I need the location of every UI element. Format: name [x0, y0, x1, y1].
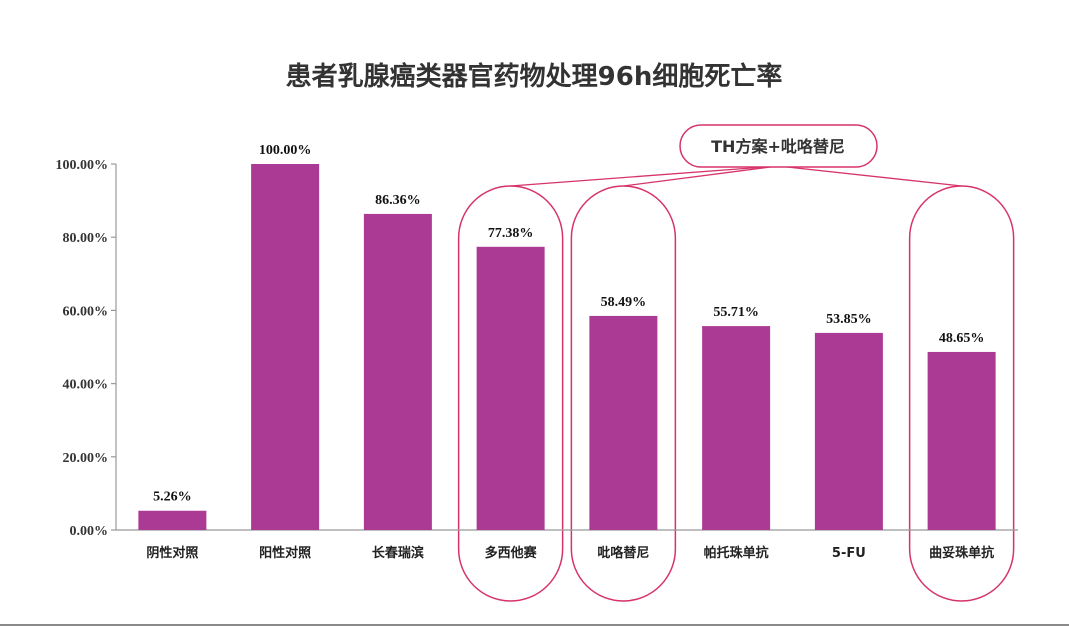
bottom-divider [0, 624, 1069, 626]
highlight-oval [570, 185, 677, 602]
data-label: 77.38% [488, 226, 534, 241]
x-tick-label: 5-FU [832, 546, 866, 561]
x-tick-label: 多西他赛 [485, 545, 538, 561]
y-tick-label: 20.00% [63, 451, 109, 466]
bar [138, 510, 207, 530]
annotation-connector [777, 165, 962, 187]
bar [927, 351, 996, 530]
annotation-connector [510, 165, 779, 187]
x-tick-label: 吡咯替尼 [597, 545, 649, 561]
highlight-oval [908, 185, 1015, 602]
y-tick-label: 0.00% [70, 524, 109, 539]
x-tick-label: 曲妥珠单抗 [929, 545, 994, 561]
x-tick-label: 阴性对照 [146, 545, 198, 561]
data-label: 53.85% [826, 312, 872, 327]
bar [363, 213, 432, 530]
highlight-oval [457, 185, 564, 602]
bar [814, 332, 883, 530]
x-tick-label: 帕托珠单抗 [704, 545, 769, 561]
data-label: 55.71% [713, 305, 759, 320]
data-label: 58.49% [601, 295, 647, 310]
bar [251, 164, 320, 530]
y-tick-label: 60.00% [63, 304, 109, 319]
data-label: 5.26% [153, 490, 192, 505]
bar [702, 326, 771, 530]
annotation-label: TH方案+吡咯替尼 [711, 137, 845, 156]
chart-title: 患者乳腺癌类器官药物处理96h细胞死亡率 [286, 61, 783, 92]
x-tick-label: 阳性对照 [259, 545, 311, 561]
annotation-box [679, 124, 878, 168]
annotation-connector [623, 165, 779, 187]
y-tick-label: 80.00% [63, 231, 109, 246]
data-label: 48.65% [939, 331, 985, 346]
data-label: 86.36% [375, 193, 421, 208]
x-tick-label: 长春瑞滨 [372, 545, 424, 561]
y-tick-label: 40.00% [63, 378, 109, 393]
data-label: 100.00% [259, 143, 312, 158]
y-tick-label: 100.00% [56, 158, 109, 173]
bar [589, 315, 658, 530]
bar [476, 246, 545, 531]
